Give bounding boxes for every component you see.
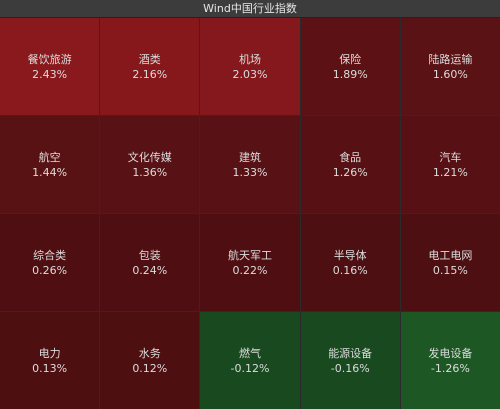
- industry-tile[interactable]: 酒类 2.16%: [100, 18, 200, 115]
- industry-change: 2.16%: [132, 67, 168, 81]
- industry-name: 电工电网: [428, 248, 473, 262]
- industry-change: 0.12%: [132, 361, 168, 375]
- industry-tile[interactable]: 半导体 0.16%: [300, 214, 400, 311]
- industry-tile[interactable]: 电工电网 0.15%: [400, 214, 500, 311]
- industry-change: 0.24%: [132, 263, 168, 277]
- industry-tile[interactable]: 包装 0.24%: [100, 214, 200, 311]
- industry-change: 0.22%: [232, 263, 268, 277]
- industry-change: 0.15%: [432, 263, 468, 277]
- industry-tile[interactable]: 综合类 0.26%: [0, 214, 100, 311]
- industry-change: 2.03%: [232, 67, 268, 81]
- industry-name: 燃气: [238, 346, 261, 360]
- industry-name: 酒类: [138, 52, 161, 66]
- industry-change: 1.60%: [432, 67, 468, 81]
- industry-tile[interactable]: 发电设备 -1.26%: [400, 312, 500, 409]
- industry-change: -0.16%: [330, 361, 370, 375]
- industry-name: 能源设备: [328, 346, 373, 360]
- industry-change: 0.13%: [32, 361, 68, 375]
- industry-tile[interactable]: 水务 0.12%: [100, 312, 200, 409]
- industry-change: 1.36%: [132, 165, 168, 179]
- title-bar: Wind中国行业指数: [0, 0, 500, 18]
- industry-tile[interactable]: 建筑 1.33%: [200, 116, 300, 213]
- industry-change: 1.21%: [432, 165, 468, 179]
- industry-name: 陆路运输: [428, 52, 473, 66]
- industry-tile[interactable]: 航空 1.44%: [0, 116, 100, 213]
- industry-name: 航空: [38, 150, 61, 164]
- industry-name: 文化传媒: [127, 150, 172, 164]
- industry-change: 1.89%: [332, 67, 368, 81]
- industry-name: 保险: [339, 52, 362, 66]
- industry-tile[interactable]: 电力 0.13%: [0, 312, 100, 409]
- industry-tile[interactable]: 食品 1.26%: [300, 116, 400, 213]
- industry-name: 综合类: [33, 248, 67, 262]
- industry-name: 电力: [38, 346, 61, 360]
- industry-name: 汽车: [439, 150, 462, 164]
- industry-tile[interactable]: 餐饮旅游 2.43%: [0, 18, 100, 115]
- industry-tile[interactable]: 机场 2.03%: [200, 18, 300, 115]
- industry-name: 建筑: [238, 150, 261, 164]
- industry-tile[interactable]: 文化传媒 1.36%: [100, 116, 200, 213]
- industry-tile[interactable]: 陆路运输 1.60%: [400, 18, 500, 115]
- industry-name: 航天军工: [227, 248, 272, 262]
- industry-name: 半导体: [333, 248, 367, 262]
- industry-name: 水务: [138, 346, 161, 360]
- industry-tile[interactable]: 汽车 1.21%: [400, 116, 500, 213]
- industry-name: 餐饮旅游: [27, 52, 72, 66]
- industry-change: 1.26%: [332, 165, 368, 179]
- industry-change: 1.44%: [32, 165, 68, 179]
- heatmap-grid: 餐饮旅游 2.43% 酒类 2.16% 机场 2.03% 保险 1.89% 陆路运输 1.60% 航…: [0, 18, 500, 409]
- industry-change: 1.33%: [232, 165, 268, 179]
- industry-name: 包装: [138, 248, 161, 262]
- industry-change: 2.43%: [32, 67, 68, 81]
- industry-change: -0.12%: [230, 361, 270, 375]
- industry-name: 机场: [238, 52, 261, 66]
- industry-tile[interactable]: 能源设备 -0.16%: [300, 312, 400, 409]
- industry-name: 发电设备: [428, 346, 473, 360]
- industry-tile[interactable]: 燃气 -0.12%: [200, 312, 300, 409]
- industry-change: -1.26%: [430, 361, 470, 375]
- industry-change: 0.16%: [332, 263, 368, 277]
- industry-name: 食品: [339, 150, 362, 164]
- industry-change: 0.26%: [32, 263, 68, 277]
- industry-tile[interactable]: 保险 1.89%: [300, 18, 400, 115]
- industry-tile[interactable]: 航天军工 0.22%: [200, 214, 300, 311]
